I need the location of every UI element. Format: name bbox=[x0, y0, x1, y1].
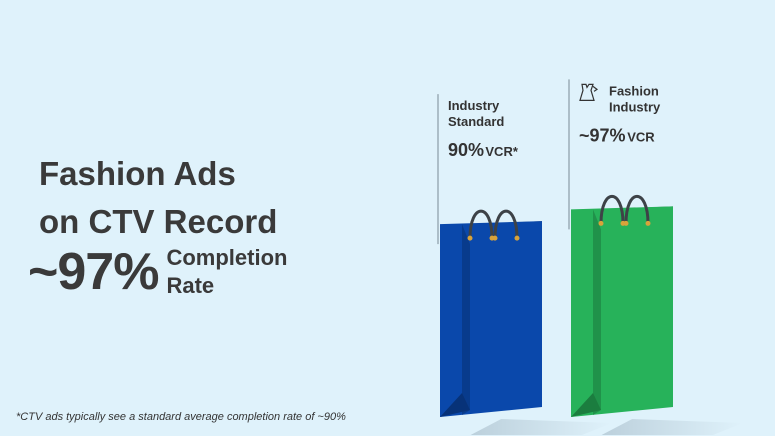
bag-handle bbox=[624, 194, 650, 225]
bag-body bbox=[440, 221, 542, 417]
bag-label-value: ~97% bbox=[579, 125, 626, 145]
bag-handle bbox=[599, 194, 625, 225]
completion-stat-label: Completion Rate bbox=[166, 244, 287, 300]
bag-label-name-line: Industry bbox=[448, 98, 500, 113]
bag-label-name-line: Standard bbox=[448, 114, 504, 129]
footnote: *CTV ads typically see a standard averag… bbox=[16, 411, 346, 423]
bag-handle-rivet bbox=[492, 235, 498, 241]
bag-handle-rivet bbox=[645, 220, 651, 226]
completion-stat-label-line-2: Rate bbox=[166, 273, 215, 298]
bag-side-fold bbox=[462, 224, 470, 415]
bag-handle bbox=[468, 209, 494, 240]
bag-shadow bbox=[470, 419, 612, 435]
headline-line-2: on CTV Record bbox=[39, 203, 278, 240]
bag-handle-rivet bbox=[467, 235, 473, 241]
bag-handle-rivet bbox=[598, 220, 604, 226]
bag-handle-rivet bbox=[623, 220, 629, 226]
bag-bottom-crease bbox=[571, 393, 601, 417]
bag-handle-rivet bbox=[514, 235, 520, 241]
headline-line-1: Fashion Ads bbox=[39, 155, 236, 192]
completion-stat: ~97% Completion Rate bbox=[28, 244, 287, 300]
bag-label-value: 90% bbox=[448, 140, 484, 160]
headline: Fashion Ads on CTV Record bbox=[39, 150, 277, 246]
bag-handle bbox=[493, 209, 519, 240]
bag-body bbox=[571, 206, 673, 417]
bag-side-fold bbox=[593, 209, 601, 415]
bag-label-unit: VCR* bbox=[485, 144, 518, 159]
bag-label-name-line: Industry bbox=[609, 99, 661, 114]
completion-stat-value: ~97% bbox=[28, 243, 159, 301]
completion-stat-label-line-1: Completion bbox=[166, 245, 288, 270]
bag-label-name-line: Fashion bbox=[609, 83, 659, 98]
dress-hanger-icon bbox=[579, 83, 599, 101]
bag-shadow bbox=[601, 419, 743, 435]
bag-bottom-crease bbox=[440, 393, 470, 417]
bag-label-unit: VCR bbox=[627, 129, 655, 144]
